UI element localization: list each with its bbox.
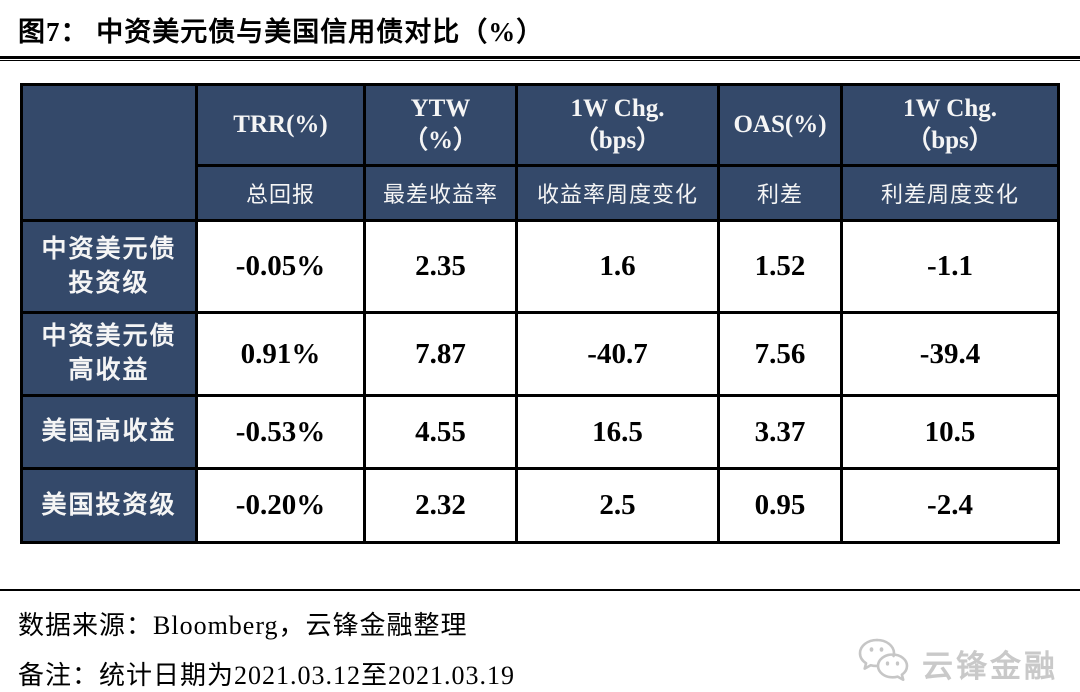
column-subheader-ytw: 最差收益率 [363, 164, 518, 222]
wechat-chat-bubbles-icon [856, 637, 914, 690]
column-header-1w-chg-yield: 1W Chg. （bps） [515, 83, 720, 167]
column-subheader-1w-chg-yield: 收益率周度变化 [515, 164, 720, 222]
table-cell: 3.37 [717, 394, 843, 470]
table-cell: -40.7 [515, 311, 720, 397]
row-label: 中资美元债 高收益 [20, 311, 198, 397]
table-row-us-hy: 美国高收益 -0.53% 4.55 16.5 3.37 10.5 [20, 394, 1060, 470]
table-cell: -2.4 [840, 467, 1060, 544]
table-row-cn-hy: 中资美元债 高收益 0.91% 7.87 -40.7 7.56 -39.4 [20, 311, 1060, 397]
column-subheader-oas: 利差 [717, 164, 843, 222]
column-subheader-1w-chg-oas: 利差周度变化 [840, 164, 1060, 222]
header-row-main: TRR(%) YTW （%） 1W Chg. （bps） OAS(%) 1W C… [20, 83, 1060, 222]
brand-name-text: 云锋金融 [922, 649, 1058, 684]
table-cell: 4.55 [363, 394, 518, 470]
column-subheader-trr: 总回报 [195, 164, 366, 222]
row-label: 美国投资级 [20, 467, 198, 544]
data-source-text: 数据来源：Bloomberg，云锋金融整理 [18, 611, 468, 640]
column-header-oas: OAS(%) [717, 83, 843, 167]
table-cell: 16.5 [515, 394, 720, 470]
table-row-us-ig: 美国投资级 -0.20% 2.32 2.5 0.95 -2.4 [20, 467, 1060, 544]
table-cell: 1.6 [515, 219, 720, 314]
corner-cell [20, 83, 198, 222]
header-row-sub: 总回报 最差收益率 收益率周度变化 利差 利差周度变化 [22, 164, 1060, 222]
figure-title: 图7： 中资美元债与美国信用债对比（%） [18, 17, 545, 47]
column-header-ytw: YTW （%） [363, 83, 518, 167]
table-cell: -0.53% [195, 394, 366, 470]
table-cell: -0.05% [195, 219, 366, 314]
column-header-1w-chg-oas: 1W Chg. （bps） [840, 83, 1060, 167]
brand-watermark: 云锋金融 [856, 637, 1058, 690]
table-cell: 0.95 [717, 467, 843, 544]
table-cell: 1.52 [717, 219, 843, 314]
table-row-cn-ig: 中资美元债 投资级 -0.05% 2.35 1.6 1.52 -1.1 [20, 219, 1060, 314]
table-cell: -39.4 [840, 311, 1060, 397]
table-cell: 7.56 [717, 311, 843, 397]
row-label: 中资美元债 投资级 [20, 219, 198, 314]
table-cell: 2.35 [363, 219, 518, 314]
table-cell: 7.87 [363, 311, 518, 397]
table-cell: -0.20% [195, 467, 366, 544]
table-cell: 2.5 [515, 467, 720, 544]
title-divider [0, 56, 1080, 61]
table-cell: 0.91% [195, 311, 366, 397]
column-header-trr: TRR(%) [195, 83, 366, 167]
row-label: 美国高收益 [20, 394, 198, 470]
bond-comparison-table: TRR(%) YTW （%） 1W Chg. （bps） OAS(%) 1W C… [20, 83, 1060, 544]
note-text: 备注：统计日期为2021.03.12至2021.03.19 [18, 661, 516, 690]
table-cell: 10.5 [840, 394, 1060, 470]
footer-divider [0, 589, 1080, 591]
table-cell: -1.1 [840, 219, 1060, 314]
table-cell: 2.32 [363, 467, 518, 544]
